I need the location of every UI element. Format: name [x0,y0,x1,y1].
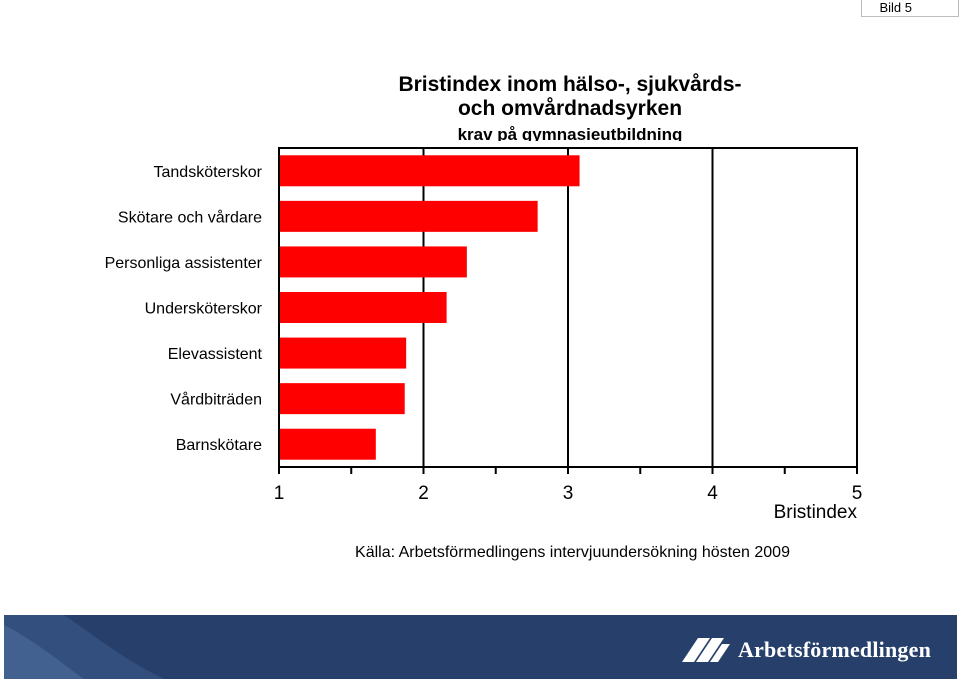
bar [279,383,405,415]
chart-subtitle: krav på gymnasieutbildning [457,125,683,141]
x-tick-label: 5 [852,483,863,504]
bar [279,200,538,232]
bar [279,428,376,460]
category-label: Vårdbiträden [170,391,262,409]
arbetsformedlingen-logo-icon [682,638,730,662]
category-label: Elevassistent [168,346,263,363]
category-label: Skötare och vårdare [118,208,262,226]
chart-title-line-2: och omvårdnadsyrken [457,97,683,120]
bar-chart: Tandsköterskor Skötare och vårdare Personl… [105,147,863,504]
slide-number: Bild 5 [879,0,912,15]
category-label: Barnskötare [176,437,262,454]
bar [279,246,467,278]
bar [279,337,407,369]
x-axis-title: Bristindex [773,502,857,523]
category-label: Personliga assistenter [105,255,263,272]
footer-wave-decoration [4,615,164,679]
slide-number-box: Bild 5 [861,0,959,17]
chart-title-line-1: Bristindex inom hälso-, sjukvårds- [398,73,742,96]
category-label: Tandsköterskor [154,164,263,181]
footer-banner [4,615,957,679]
x-tick-label: 4 [707,483,718,504]
bar [279,155,580,187]
x-tick-label: 1 [274,483,285,504]
brand-name: Arbetsförmedlingen [738,637,932,662]
bar [279,292,447,323]
source-note: Källa: Arbetsförmedlingens intervjuunder… [355,544,790,561]
x-tick-label: 3 [563,483,574,504]
x-tick-label: 2 [418,483,429,504]
category-label: Undersköterskor [145,301,263,318]
